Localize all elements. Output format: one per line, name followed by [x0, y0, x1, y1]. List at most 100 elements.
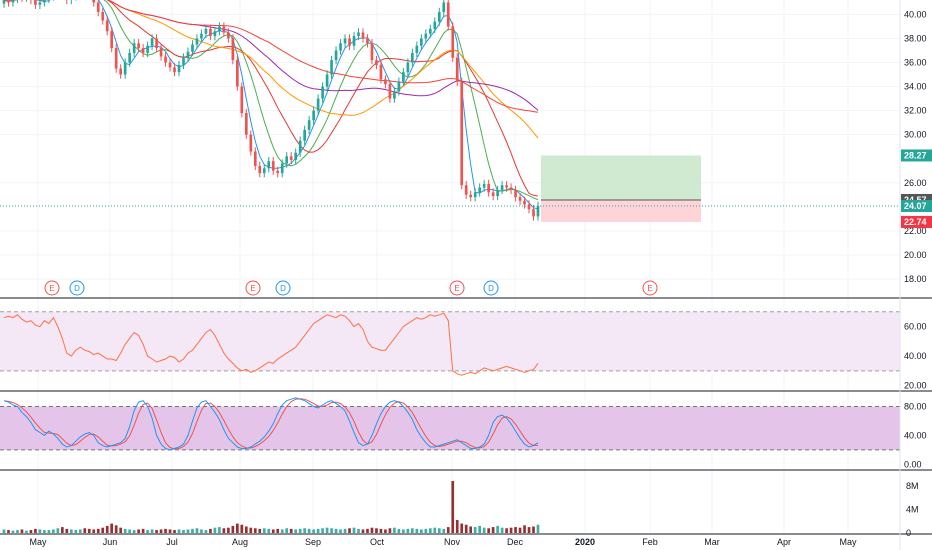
price-axis[interactable]: 40.00 38.00 36.00 34.00 32.00 30.00 26.00 22.00…: [901, 9, 932, 538]
candle-body: [101, 12, 105, 21]
volume-bar: [348, 528, 351, 533]
candle-body: [343, 38, 347, 44]
candle: [316, 94, 320, 115]
stoch-tick-label: 0.00: [904, 459, 922, 469]
candle-body: [366, 38, 369, 44]
volume-bar: [128, 529, 131, 533]
volume-bar: [325, 527, 329, 533]
time-tick-label: Aug: [232, 537, 248, 547]
volume-bar: [83, 528, 87, 533]
candle: [455, 53, 459, 86]
candle: [523, 196, 526, 209]
stochastic-pane[interactable]: [0, 397, 900, 451]
volume-bar: [200, 529, 203, 533]
candle-body: [173, 67, 176, 73]
volume-bar: [451, 481, 455, 533]
candle: [200, 29, 203, 43]
stoch-k-line: [3, 397, 539, 451]
candle-body: [518, 197, 522, 201]
volume-bar: [146, 530, 149, 533]
price-tag-label: 24.07: [904, 201, 927, 211]
ma-line-fast: [3, 0, 539, 210]
volume-bar: [244, 526, 248, 533]
event-circle: [449, 280, 465, 296]
price-tag-box: [901, 199, 932, 212]
candle-body: [258, 165, 262, 174]
volume-bar: [536, 524, 540, 533]
candle-body: [433, 21, 437, 29]
candle-body: [406, 62, 410, 73]
volume-bar: [487, 528, 490, 533]
candle: [191, 40, 194, 56]
candle: [370, 39, 374, 65]
volume-bar: [424, 528, 428, 533]
event-circle: [275, 280, 291, 296]
candle-body: [419, 38, 423, 46]
volume-bar: [271, 529, 275, 533]
volume-bar: [7, 530, 10, 533]
volume-pane[interactable]: [2, 481, 540, 533]
candle: [487, 179, 490, 197]
rsi-tick-label: 60.00: [904, 322, 927, 332]
ma-line-20: [3, 0, 539, 201]
candle: [159, 43, 163, 61]
volume-bar: [464, 524, 468, 533]
volume-bar: [402, 529, 405, 533]
earnings-marker: E: [642, 280, 658, 296]
candle: [491, 188, 495, 201]
candle-body: [402, 72, 405, 82]
candle-body: [2, 0, 6, 4]
candle: [227, 28, 230, 43]
candle-body: [370, 43, 374, 61]
event-circle: [44, 280, 60, 296]
candle-body: [253, 151, 257, 166]
candle: [285, 152, 289, 168]
candle-body: [451, 26, 455, 58]
candle-body: [7, 0, 10, 3]
candle: [25, 0, 27, 2]
candle-body: [249, 134, 253, 152]
chart-grid: [0, 0, 900, 533]
candle: [424, 29, 428, 43]
volume-tick-label: 8M: [906, 481, 919, 491]
volume-bar: [213, 527, 217, 533]
candle: [500, 180, 504, 195]
candle-body: [464, 185, 468, 195]
candle-body: [119, 68, 123, 75]
candle: [258, 161, 262, 178]
candle: [96, 0, 100, 17]
candle-body: [240, 86, 244, 114]
volume-bar: [397, 528, 401, 533]
candle-body: [92, 0, 96, 3]
candle: [231, 34, 235, 65]
candle-body: [536, 205, 540, 217]
volume-bar: [518, 527, 522, 533]
volume-bar: [366, 528, 369, 533]
candle-body: [496, 189, 499, 196]
candle-body: [236, 60, 239, 87]
volume-bar: [155, 530, 158, 533]
volume-bar: [78, 529, 82, 533]
time-tick-label: Sep: [305, 537, 321, 547]
position-zones[interactable]: [0, 155, 900, 222]
candle-body: [195, 38, 199, 45]
volume-bar: [236, 523, 239, 533]
rsi-pane[interactable]: [0, 311, 900, 376]
volume-bar: [2, 529, 6, 533]
price-tag-target: 28.27: [901, 149, 932, 162]
candle-body: [384, 79, 387, 85]
candle: [451, 22, 455, 62]
candle: [222, 22, 226, 37]
candle-body: [532, 209, 535, 217]
time-axis[interactable]: May Jun Jul Aug Sep Oct Nov Dec 2020 Feb Mar Apr May: [29, 537, 857, 547]
volume-bar: [16, 530, 19, 533]
candle: [137, 39, 140, 53]
candle-body: [428, 28, 432, 34]
volume-bar: [38, 529, 42, 533]
volume-bar: [123, 528, 127, 533]
volume-bar: [150, 529, 154, 533]
volume-bar: [61, 527, 64, 533]
